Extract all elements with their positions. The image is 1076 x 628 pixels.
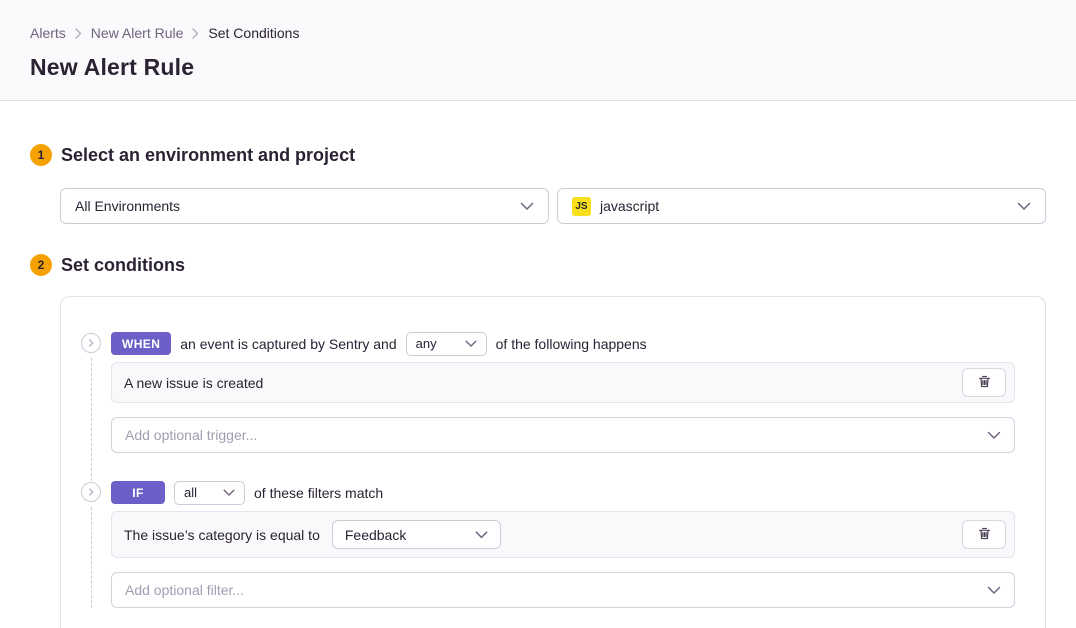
chevron-down-icon [475,530,488,539]
main-content: 1 Select an environment and project All … [0,144,1076,628]
condition-label: A new issue is created [124,374,264,391]
add-optional-trigger-select[interactable]: Add optional trigger... [111,417,1015,453]
environment-project-row: All Environments JS javascript [60,188,1046,224]
chevron-down-icon [223,489,235,497]
chevron-down-icon [520,202,534,211]
trigger-match-select-value: any [415,336,437,351]
page-header: Alerts New Alert Rule Set Conditions New… [0,0,1076,101]
filter-label-row: IF all of these filters match [111,480,1015,505]
filter-row: The issue’s category is equal to Feedbac… [111,511,1015,558]
filter-node-timeline [81,481,101,608]
chevron-down-icon [1017,202,1031,211]
breadcrumb-link-alerts[interactable]: Alerts [30,25,66,41]
delete-filter-button[interactable] [962,520,1006,549]
breadcrumb: Alerts New Alert Rule Set Conditions [30,25,1046,41]
trash-icon [977,526,992,544]
step1-number-badge: 1 [30,144,52,166]
condition-row: A new issue is created [111,362,1015,403]
collapse-filter-node-icon[interactable] [81,482,101,502]
javascript-platform-icon: JS [572,196,591,216]
trigger-node-timeline [81,332,101,481]
trigger-text-before: an event is captured by Sentry and [180,335,397,352]
trigger-text-after: of the following happens [495,335,647,352]
filter-node: IF all of these filters match The issue’… [81,480,1015,608]
conditions-panel: WHEN an event is captured by Sentry and … [60,296,1046,628]
chevron-down-icon [987,431,1001,440]
filter-text-after: of these filters match [254,484,384,501]
timeline-dashed-connector [90,507,92,608]
add-trigger-placeholder: Add optional trigger... [125,427,258,443]
environment-select-value: All Environments [75,198,181,214]
chevron-down-icon [465,340,477,348]
when-badge: WHEN [111,332,172,355]
step1-title: Select an environment and project [61,144,356,165]
filter-label: The issue’s category is equal to [124,526,320,543]
filter-node-body: IF all of these filters match The issue’… [111,480,1015,608]
collapse-trigger-node-icon[interactable] [81,333,101,353]
environment-select[interactable]: All Environments [60,188,549,224]
step2-number-badge: 2 [30,254,52,276]
filter-match-select-value: all [184,485,198,500]
trigger-node-body: WHEN an event is captured by Sentry and … [111,331,1015,481]
if-badge: IF [111,481,165,504]
step2-title: Set conditions [61,254,186,275]
project-select[interactable]: JS javascript [557,188,1046,224]
breadcrumb-separator-icon [192,27,199,39]
step2-header: 2 Set conditions [30,254,1046,276]
filter-category-select[interactable]: Feedback [331,520,501,549]
trigger-node: WHEN an event is captured by Sentry and … [81,331,1015,481]
breadcrumb-separator-icon [75,27,82,39]
project-select-value: javascript [600,198,660,214]
filter-match-select[interactable]: all [174,480,245,505]
add-optional-filter-select[interactable]: Add optional filter... [111,572,1015,608]
timeline-dashed-connector [90,358,92,481]
trigger-match-select[interactable]: any [405,331,487,356]
breadcrumb-link-new-alert-rule[interactable]: New Alert Rule [90,25,184,41]
chevron-down-icon [987,586,1001,595]
filter-category-select-value: Feedback [344,526,407,543]
step1-header: 1 Select an environment and project [30,144,1046,166]
add-filter-placeholder: Add optional filter... [125,582,245,598]
delete-condition-button[interactable] [962,368,1006,397]
trash-icon [977,374,992,392]
breadcrumb-current-set-conditions: Set Conditions [208,25,300,41]
page-title: New Alert Rule [30,54,195,80]
trigger-label-row: WHEN an event is captured by Sentry and … [111,331,1015,356]
